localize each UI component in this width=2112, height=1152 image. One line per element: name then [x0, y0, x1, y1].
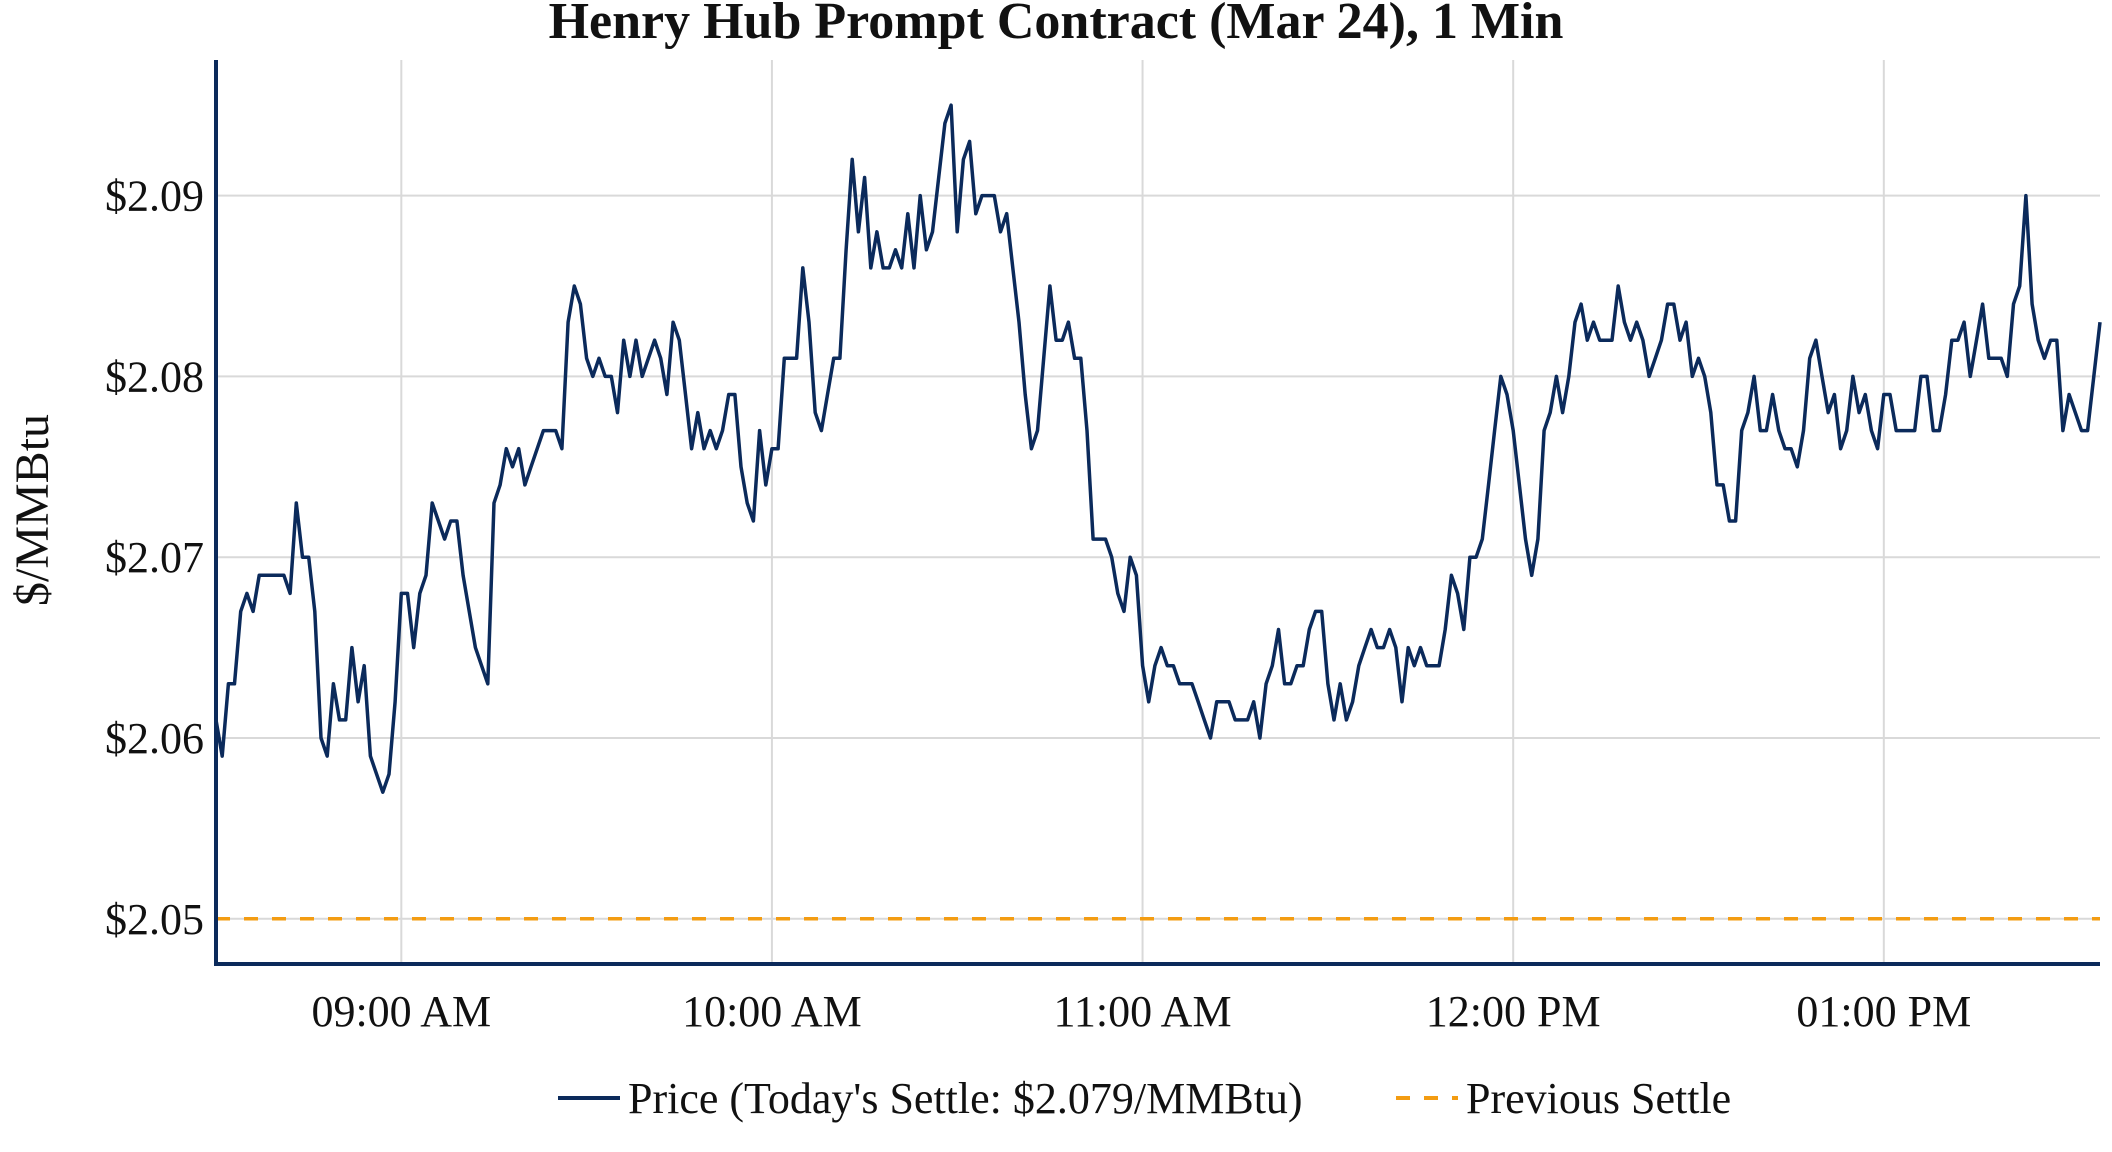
- y-tick-label: $2.05: [105, 895, 204, 944]
- y-tick-label: $2.08: [105, 352, 204, 401]
- price-series-line: [214, 103, 2102, 794]
- axis-layer: [214, 60, 2100, 966]
- legend: Price (Today's Settle: $2.079/MMBtu) Pre…: [558, 1074, 1731, 1123]
- x-tick-label: 10:00 AM: [682, 987, 862, 1036]
- y-tick-label: $2.09: [105, 172, 204, 221]
- legend-label-price: Price (Today's Settle: $2.079/MMBtu): [628, 1074, 1303, 1123]
- y-axis-label: $/MMBtu: [6, 414, 59, 606]
- series-layer: [214, 103, 2102, 794]
- grid-layer: [216, 60, 2100, 964]
- tick-label-layer: $2.05 $2.06 $2.07 $2.08 $2.09 09:00 AM 10:00 A…: [105, 172, 1971, 1036]
- legend-label-previous-settle: Previous Settle: [1466, 1074, 1731, 1123]
- x-tick-label: 09:00 AM: [311, 987, 491, 1036]
- y-tick-label: $2.06: [105, 714, 204, 763]
- y-tick-label: $2.07: [105, 533, 204, 582]
- x-tick-label: 01:00 PM: [1796, 987, 1971, 1036]
- x-tick-label: 12:00 PM: [1426, 987, 1601, 1036]
- x-tick-label: 11:00 AM: [1054, 987, 1232, 1036]
- chart-title: Henry Hub Prompt Contract (Mar 24), 1 Mi…: [549, 0, 1564, 50]
